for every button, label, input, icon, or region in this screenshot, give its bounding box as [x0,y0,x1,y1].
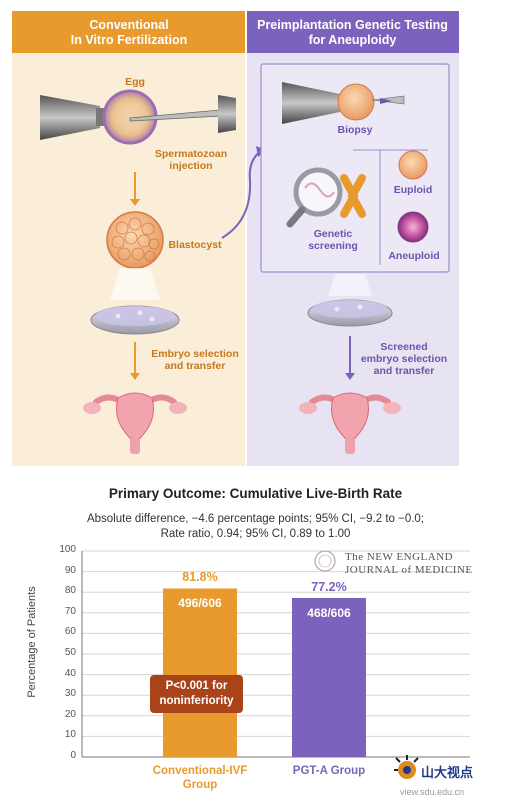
y-tick-label: 90 [64,564,76,576]
y-tick-label: 80 [64,585,76,597]
euploid-icon [398,150,428,180]
bar-fraction-label: 496/606 [178,596,222,611]
chart-title: Primary Outcome: Cumulative Live-Birth R… [108,486,403,501]
aneuploid-icon [397,211,429,243]
egg-label: Egg [125,76,145,88]
y-tick-label: 40 [64,667,76,679]
y-tick-label: 70 [64,605,76,617]
y-tick-label: 10 [64,729,76,741]
left-transfer-label: Embryo selection and transfer [151,348,239,372]
bar-value-label: 81.8% [182,570,218,585]
nejm-seal-icon [314,550,336,572]
chromosome-icon [340,174,366,218]
y-tick-label: 50 [64,647,76,658]
watermark-text: 山大视点 [421,765,474,780]
aneuploid-label: Aneuploid [388,250,440,262]
chart-gridlines [82,550,470,737]
euploid-label: Euploid [393,184,433,196]
transition-arrow [221,149,263,239]
x-category-line: Conventional-IVF [152,765,248,777]
left-header-bg [12,11,246,53]
bar-pgt-a [292,597,366,757]
x-category-label: PGT-A Group [269,764,389,778]
uterus-icon [83,392,187,454]
injection-label: Spermatozoan injection [154,148,228,172]
blastocyst-label: Blastocyst [168,239,222,251]
biopsy-label: Biopsy [337,124,373,136]
nejm-logo: The NEW ENGLAND JOURNAL of MEDICINE [345,551,473,576]
x-category-line: PGT-A Group [292,765,366,777]
magnifier-icon [293,167,343,217]
bar-conventional-ivf [163,588,237,757]
right-transfer-label: Screened embryo selection and transfer [360,341,448,377]
watermark-logo-icon [394,755,419,779]
arrow-down-icon-3 [345,373,355,380]
y-tick-label: 60 [64,626,76,638]
y-tick-label: 20 [64,708,76,720]
right-column-title: Preimplantation Genetic Testing for Aneu… [257,18,448,47]
arrow-down-icon [130,199,140,206]
y-axis-label: Percentage of Patients [26,586,38,698]
x-category-label: Conventional-IVF Group [140,764,260,792]
right-header-bg [246,11,459,53]
bar-fraction-label: 468/606 [307,605,351,620]
y-tick-label: 30 [64,688,76,700]
uterus-icon-right [299,392,401,454]
watermark-url: view.sdu.edu.cn [400,787,465,797]
y-tick-label: 100 [59,544,76,555]
left-column-title: Conventional In Vitro Fertilization [70,18,188,47]
chart-subtitle-line2: Rate ratio, 0.94; 95% CI, 0.89 to 1.00 [160,528,351,540]
x-category-line: Group [182,779,218,791]
pvalue-annotation: P<0.001 for noninferiority [150,675,243,713]
holding-pipette [40,95,100,140]
screening-label: Genetic screening [308,228,358,252]
y-tick-label: 0 [70,750,76,761]
biopsy-embryo-icon [337,83,375,121]
bar-value-label: 77.2% [311,579,347,594]
chart-subtitle-line1: Absolute difference, −4.6 percentage poi… [86,513,425,525]
arrow-down-icon-2 [130,373,140,380]
